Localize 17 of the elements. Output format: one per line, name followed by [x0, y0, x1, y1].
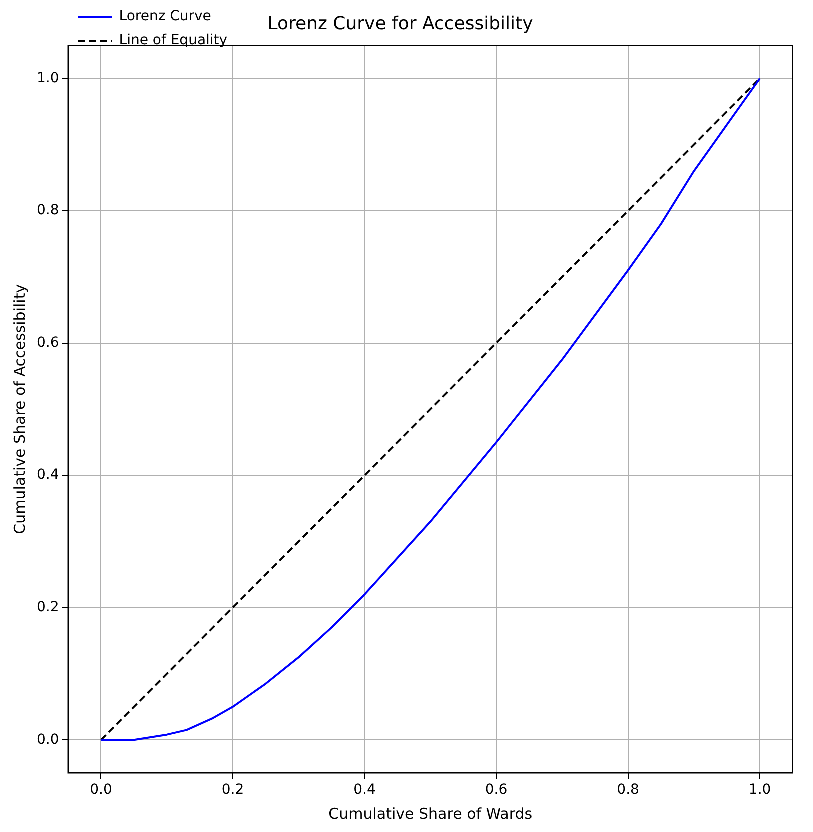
y-tick-label: 0.6 [37, 334, 60, 351]
y-tick-label: 0.2 [37, 599, 60, 616]
y-tick-label: 0.4 [37, 467, 60, 484]
y-tick-label: 1.0 [37, 70, 60, 86]
x-axis-title: Cumulative Share of Wards [328, 804, 533, 823]
x-tick-label: 1.0 [748, 782, 772, 798]
y-axis-title: Cumulative Share of Accessibility [10, 284, 29, 534]
legend-label: Lorenz Curve [119, 8, 212, 25]
x-tick-label: 0.2 [222, 782, 244, 798]
x-tick-label: 0.6 [485, 782, 508, 798]
x-tick-label: 0.4 [354, 782, 376, 798]
y-tick-label: 0.8 [37, 202, 60, 219]
y-tick-label: 0.0 [37, 732, 60, 748]
chart-title: Lorenz Curve for Accessibility [268, 13, 534, 34]
x-tick-label: 0.8 [617, 782, 640, 798]
legend-label: Line of Equality [119, 32, 228, 49]
x-tick-label: 0.0 [90, 782, 112, 798]
